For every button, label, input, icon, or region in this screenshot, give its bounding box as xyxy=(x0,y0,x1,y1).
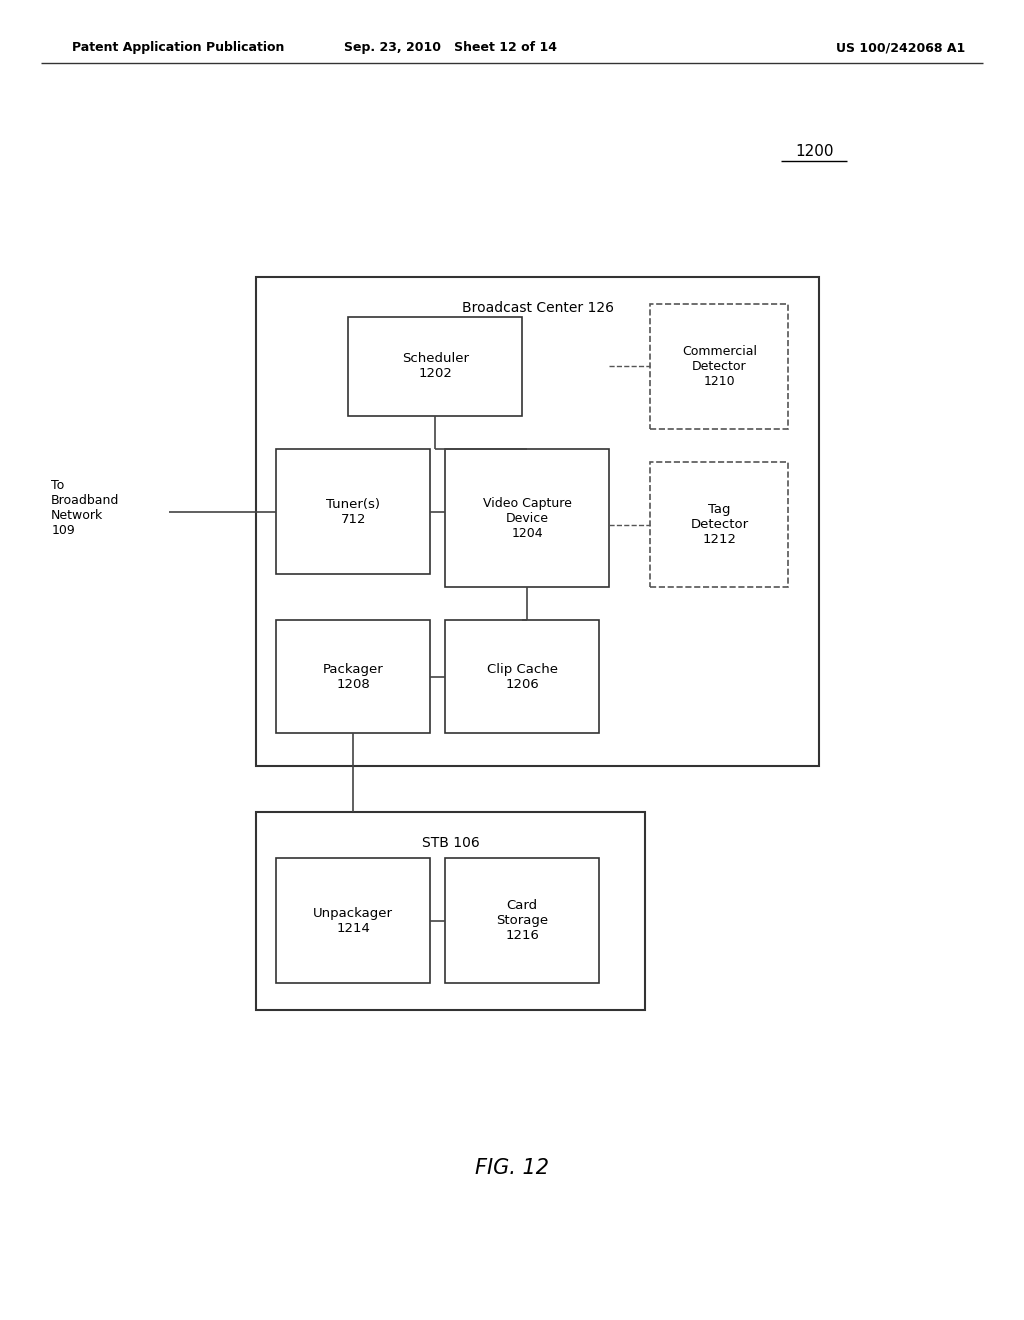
FancyBboxPatch shape xyxy=(276,858,430,983)
Text: Broadcast Center 126: Broadcast Center 126 xyxy=(462,301,613,315)
Text: Scheduler
1202: Scheduler 1202 xyxy=(401,352,469,380)
Text: Patent Application Publication: Patent Application Publication xyxy=(72,41,284,54)
Text: FIG. 12: FIG. 12 xyxy=(475,1158,549,1179)
FancyBboxPatch shape xyxy=(276,620,430,733)
Text: Video Capture
Device
1204: Video Capture Device 1204 xyxy=(483,496,571,540)
FancyBboxPatch shape xyxy=(650,462,788,587)
FancyBboxPatch shape xyxy=(256,812,645,1010)
Text: Tuner(s)
712: Tuner(s) 712 xyxy=(327,498,380,525)
Text: STB 106: STB 106 xyxy=(422,836,479,850)
Text: 1200: 1200 xyxy=(795,144,834,160)
FancyBboxPatch shape xyxy=(256,277,819,766)
FancyBboxPatch shape xyxy=(445,858,599,983)
FancyBboxPatch shape xyxy=(445,449,609,587)
Text: Packager
1208: Packager 1208 xyxy=(323,663,384,690)
Text: Sep. 23, 2010   Sheet 12 of 14: Sep. 23, 2010 Sheet 12 of 14 xyxy=(344,41,557,54)
FancyBboxPatch shape xyxy=(348,317,522,416)
FancyBboxPatch shape xyxy=(276,449,430,574)
Text: Unpackager
1214: Unpackager 1214 xyxy=(313,907,393,935)
Text: US 100/242068 A1: US 100/242068 A1 xyxy=(837,41,966,54)
Text: Tag
Detector
1212: Tag Detector 1212 xyxy=(690,503,749,546)
Text: Commercial
Detector
1210: Commercial Detector 1210 xyxy=(682,345,757,388)
FancyBboxPatch shape xyxy=(650,304,788,429)
FancyBboxPatch shape xyxy=(445,620,599,733)
Text: Clip Cache
1206: Clip Cache 1206 xyxy=(486,663,558,690)
Text: To
Broadband
Network
109: To Broadband Network 109 xyxy=(51,479,120,537)
Text: Card
Storage
1216: Card Storage 1216 xyxy=(497,899,548,942)
